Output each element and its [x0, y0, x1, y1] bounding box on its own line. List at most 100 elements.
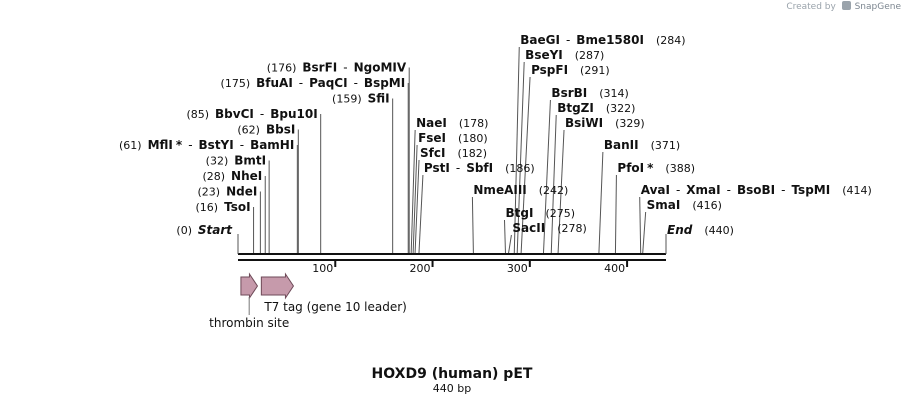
cut-position: (28): [202, 170, 225, 183]
enzyme-name: SacII: [512, 221, 545, 235]
cut-position: (371): [651, 139, 681, 152]
map-length: 440 bp: [433, 382, 471, 395]
cut-line: [614, 174, 617, 255]
name-separator: -: [566, 33, 570, 47]
cut-position: (186): [505, 162, 535, 175]
tick-label: 400: [604, 262, 625, 275]
cut-line: [513, 46, 520, 255]
start-label: Start: [198, 223, 233, 237]
name-separator: -: [781, 183, 785, 197]
name-separator: -: [240, 138, 244, 152]
cut-line: [412, 144, 418, 255]
enzyme-name: XmaI: [686, 183, 720, 197]
cut-position: (329): [615, 117, 645, 130]
site-lines: [253, 46, 647, 255]
enzyme-name: Bpu10I: [270, 107, 317, 121]
name-separator: -: [299, 76, 303, 90]
feature-arrow: [260, 272, 295, 300]
sequence-backbone: 100 200 300 400: [237, 234, 667, 275]
enzyme-name: BmtI: [234, 154, 266, 168]
enzyme-name: SfiI: [368, 92, 390, 106]
name-separator: -: [188, 138, 192, 152]
cut-position: (182): [457, 147, 487, 160]
enzyme-name: BbvCI: [215, 107, 254, 121]
enzyme-name: NaeI: [416, 116, 447, 130]
enzyme-name: PspFI: [531, 63, 568, 77]
cut-position: (159): [332, 93, 362, 106]
enzyme-name: BsrFI: [302, 61, 337, 75]
cut-line: [550, 114, 557, 255]
tick-label: 100: [312, 262, 333, 275]
cut-line: [516, 61, 525, 255]
cut-line: [557, 129, 565, 255]
cut-line: [642, 211, 647, 255]
enzyme-name: BtgI: [506, 206, 534, 220]
cut-position: (275): [545, 207, 575, 220]
tick-label: 300: [507, 262, 528, 275]
enzyme-name: FseI: [418, 131, 446, 145]
watermark-name: SnapGene: [854, 2, 901, 12]
enzyme-name: PaqCI: [309, 76, 347, 90]
cut-position: (62): [237, 124, 260, 137]
name-separator: -: [354, 76, 358, 90]
cut-line: [520, 76, 531, 255]
cut-position: (178): [459, 117, 489, 130]
enzyme-name: BbsI: [266, 123, 295, 137]
enzyme-name: BamHI: [250, 138, 294, 152]
cut-position: (242): [539, 184, 569, 197]
map-title: HOXD9 (human) pET: [372, 366, 533, 382]
feature-label: T7 tag (gene 10 leader): [263, 300, 407, 314]
enzyme-name: BsiWI: [565, 116, 603, 130]
cut-line: [471, 196, 474, 255]
cut-line: [414, 159, 420, 255]
snapgene-logo-icon: [841, 1, 851, 10]
cut-position: (414): [842, 184, 872, 197]
enzyme-name: BseYI: [525, 48, 563, 62]
enzyme-name: TsoI: [224, 200, 250, 214]
cut-position: (175): [221, 77, 251, 90]
feature-track: thrombin site T7 tag (gene 10 leader): [209, 272, 407, 330]
enzyme-name: Bme1580I: [576, 33, 644, 47]
enzyme-name: BaeGI: [520, 33, 560, 47]
star-icon: *: [176, 138, 183, 152]
name-separator: -: [260, 107, 264, 121]
enzyme-name: BfuAI: [256, 76, 293, 90]
enzyme-name: SmaI: [647, 198, 681, 212]
cut-position: (32): [206, 155, 229, 168]
enzyme-name: SfcI: [420, 146, 445, 160]
cut-position: (287): [575, 49, 605, 62]
cut-line: [410, 129, 416, 255]
cut-line: [418, 174, 424, 255]
cut-position: (278): [557, 222, 587, 235]
enzyme-name: NdeI: [226, 185, 257, 199]
cut-position: (16): [196, 201, 219, 214]
cut-position: (388): [665, 162, 695, 175]
site-labels: Start (0) End (440) TsoI (16) NdeI (23) NheI (28)…: [119, 33, 872, 237]
cut-position: (176): [267, 62, 297, 75]
cut-line: [639, 196, 642, 255]
enzyme-name: BtgZI: [557, 101, 594, 115]
name-separator: -: [676, 183, 680, 197]
enzyme-name: PfoI: [617, 161, 644, 175]
enzyme-name: MflI: [148, 138, 173, 152]
watermark-prefix: Created by: [786, 2, 836, 12]
snapgene-watermark: Created by SnapGene: [786, 1, 901, 12]
enzyme-name: BstYI: [199, 138, 234, 152]
enzyme-name: NgoMIV: [354, 61, 407, 75]
cut-position: (61): [119, 139, 142, 152]
name-separator: -: [456, 161, 460, 175]
tick-label: 200: [410, 262, 431, 275]
cut-position: (314): [599, 87, 629, 100]
enzyme-name: BspMI: [364, 76, 405, 90]
cut-line: [598, 151, 604, 255]
cut-position: (23): [198, 186, 221, 199]
cut-position: (180): [458, 132, 488, 145]
name-separator: -: [343, 61, 347, 75]
end-position: (440): [704, 224, 734, 237]
enzyme-name: PstI: [424, 161, 450, 175]
star-icon: *: [647, 161, 654, 175]
feature-arrow: [240, 272, 259, 300]
cut-position: (284): [656, 34, 686, 47]
cut-line: [504, 219, 506, 255]
enzyme-name: BsoBI: [737, 183, 775, 197]
